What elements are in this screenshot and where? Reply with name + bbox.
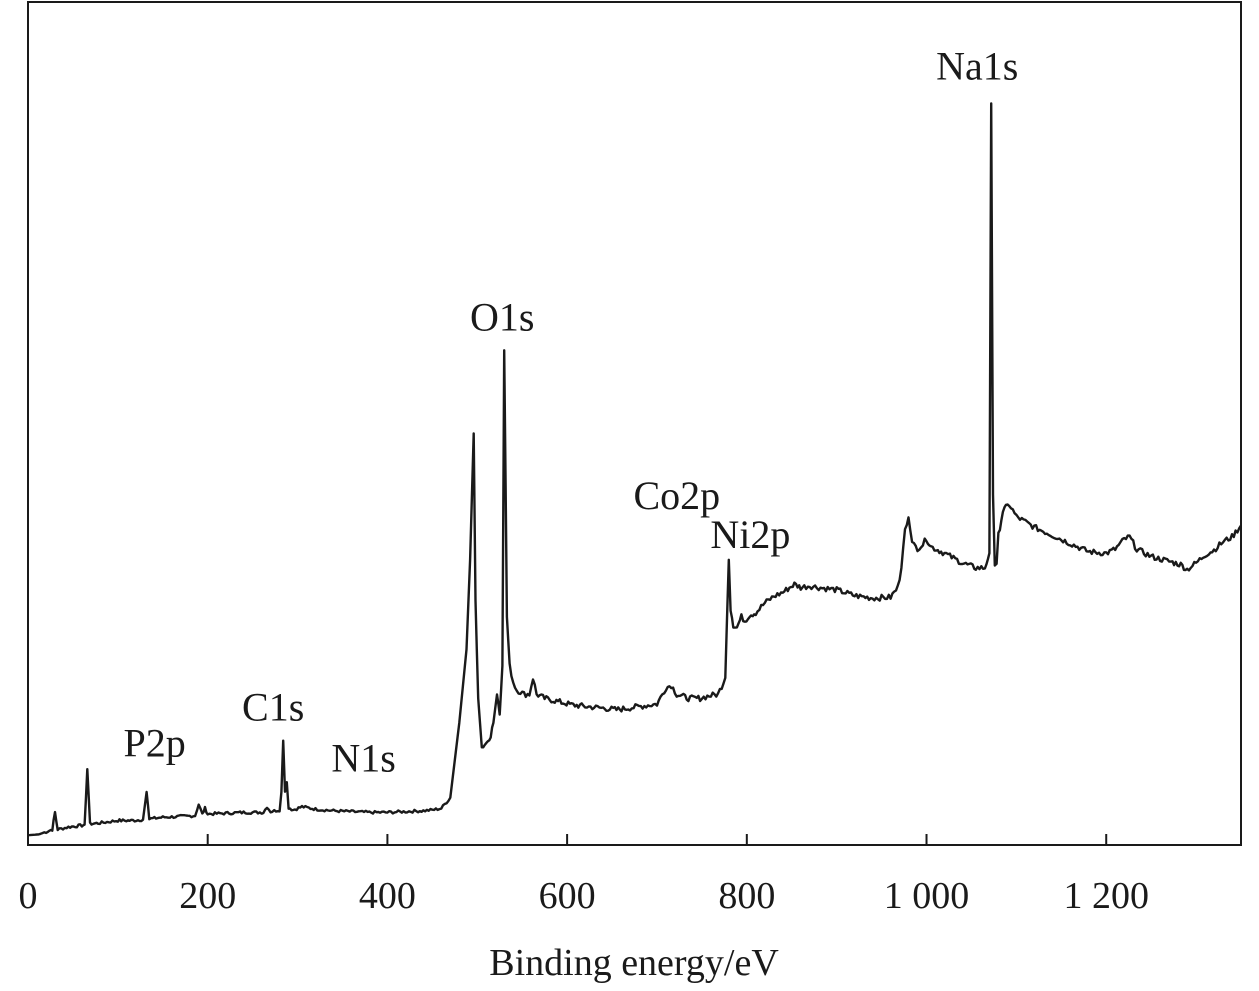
x-tick-label: 0 (19, 875, 38, 917)
x-tick-label: 200 (179, 875, 236, 917)
x-axis-tick-labels: 0 200 400 600 800 1 000 1 200 (19, 875, 1149, 917)
peak-label-na1s: Na1s (936, 43, 1018, 88)
spectrum-line (27, 102, 1243, 837)
peak-label-o1s: O1s (470, 294, 534, 339)
x-tick-label: 400 (359, 875, 416, 917)
x-axis-title: Binding energy/eV (489, 942, 779, 984)
x-tick-label: 800 (718, 875, 775, 917)
plot-frame (27, 1, 1242, 846)
peak-label-ni2p: Ni2p (710, 512, 790, 557)
x-tick-label: 600 (539, 875, 596, 917)
peak-label-c1s: C1s (242, 685, 304, 730)
peak-label-co2p: Co2p (634, 473, 721, 518)
x-axis-ticks (27, 834, 1108, 845)
peak-label-p2p: P2p (123, 721, 185, 766)
x-tick-label: 1 200 (1063, 875, 1149, 917)
x-tick-label: 1 000 (884, 875, 970, 917)
peak-label-n1s: N1s (331, 736, 395, 781)
